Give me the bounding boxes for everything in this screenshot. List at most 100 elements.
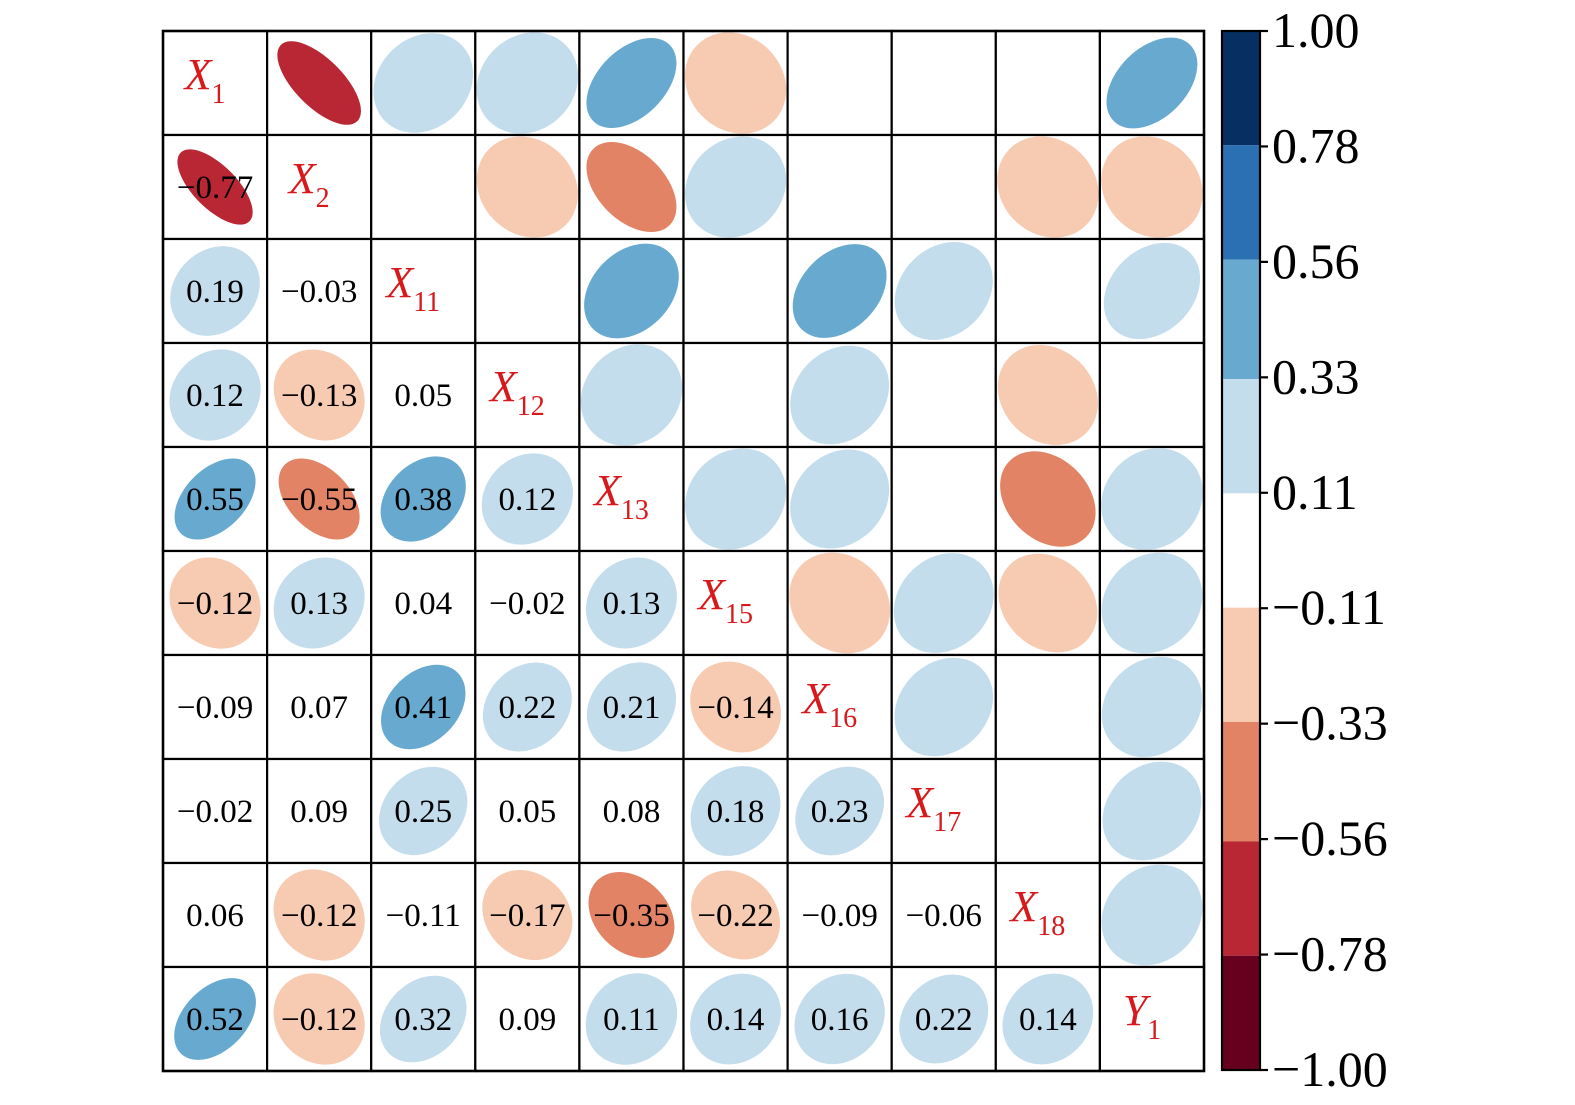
cell-x16-x11: 0.41 — [370, 653, 477, 761]
cell-border — [890, 341, 997, 449]
cell-border — [474, 965, 581, 1073]
cell-x17-x18 — [994, 757, 1101, 865]
corr-ellipse-x17-x11 — [379, 766, 468, 856]
corr-ellipse-y1-x1 — [174, 978, 256, 1060]
cell-x18-x18: X18 — [994, 861, 1101, 969]
cell-y1-x16: 0.16 — [786, 965, 893, 1073]
cell-border — [1098, 341, 1206, 449]
cell-border — [474, 757, 581, 865]
corr-ellipse-x17-y1 — [1102, 761, 1202, 861]
cell-border — [266, 653, 373, 761]
corr-ellipse-x15-x18 — [998, 553, 1098, 653]
corr-ellipse-y1-x15 — [690, 973, 781, 1065]
cell-x11-x12 — [474, 237, 581, 345]
corr-ellipse-x1-y1 — [1106, 37, 1198, 129]
cell-x15-x18 — [994, 549, 1101, 657]
cell-x2-x16 — [786, 133, 893, 241]
cell-x15-x15: X15 — [682, 549, 789, 657]
cell-x17-x15: 0.18 — [682, 757, 789, 865]
cell-x11-x16 — [786, 237, 893, 345]
cell-x12-x1: 0.12 — [161, 341, 269, 449]
cell-x16-x15: −0.14 — [682, 653, 789, 761]
corr-ellipse-x16-x17 — [894, 657, 994, 757]
cell-x11-x13 — [578, 237, 685, 345]
cell-x1-x18 — [994, 29, 1101, 137]
cell-x13-x17 — [890, 445, 997, 553]
cell-x2-y1 — [1098, 133, 1206, 241]
colorbar-bin — [1222, 841, 1260, 956]
colorbar-bin — [1222, 259, 1260, 380]
corr-value-y1-x12: 0.09 — [498, 1002, 556, 1038]
corr-ellipse-x12-x1 — [169, 349, 261, 441]
cell-border — [890, 133, 997, 241]
cell-x15-x13: 0.13 — [578, 549, 685, 657]
colorbar-bin — [1222, 31, 1260, 146]
cell-x12-x17 — [890, 341, 997, 449]
cell-y1-x1: 0.52 — [161, 965, 269, 1073]
cell-x12-x13 — [578, 341, 685, 449]
corr-value-x2-x1: −0.77 — [177, 170, 253, 206]
cell-border — [370, 133, 477, 241]
corr-ellipse-x13-x18 — [1000, 451, 1096, 547]
cell-y1-y1: Y1 — [1098, 965, 1206, 1073]
corr-ellipse-x15-x2 — [273, 557, 365, 649]
corr-value-x18-x12: −0.17 — [489, 898, 565, 934]
corr-ellipse-x13-x12 — [481, 453, 573, 545]
cell-border — [266, 757, 373, 865]
cell-x12-x12: X12 — [474, 341, 581, 449]
corr-ellipse-x11-x17 — [894, 241, 993, 341]
corr-ellipse-x15-x17 — [893, 553, 994, 653]
cell-x1-x12 — [474, 29, 581, 137]
corr-value-y1-x11: 0.32 — [394, 1002, 452, 1038]
cell-border — [370, 549, 477, 657]
corr-value-x13-x11: 0.38 — [394, 482, 452, 518]
cell-x13-x16 — [786, 445, 893, 553]
cell-x13-x18 — [994, 445, 1101, 553]
cell-x18-x1: 0.06 — [161, 861, 269, 969]
corr-value-y1-x16: 0.16 — [811, 1002, 869, 1038]
cell-x18-x13: −0.35 — [578, 861, 685, 969]
cell-x1-y1 — [1098, 29, 1206, 137]
cell-y1-x13: 0.11 — [578, 965, 685, 1073]
cell-x12-y1 — [1098, 341, 1206, 449]
cell-y1-x11: 0.32 — [370, 965, 477, 1073]
corr-value-x18-x16: −0.09 — [801, 898, 877, 934]
cell-x13-x13: X13 — [578, 445, 685, 553]
corr-value-x16-x11: 0.41 — [394, 690, 452, 726]
corr-ellipse-x12-x16 — [790, 345, 890, 445]
corr-ellipse-x18-x2 — [273, 869, 365, 961]
cell-x2-x11 — [370, 133, 477, 241]
corr-ellipse-x17-x15 — [690, 766, 781, 856]
corr-ellipse-x2-x18 — [997, 136, 1099, 238]
cell-x17-x1: −0.02 — [161, 757, 269, 865]
cell-x18-x11: −0.11 — [370, 861, 477, 969]
corr-ellipse-y1-x17 — [899, 974, 989, 1064]
cell-y1-x17: 0.22 — [890, 965, 997, 1073]
corr-value-x18-x1: 0.06 — [186, 898, 244, 934]
cell-x16-x17 — [890, 653, 997, 761]
cell-border — [161, 29, 269, 137]
corr-ellipse-x13-y1 — [1101, 448, 1203, 550]
cell-x1-x15 — [682, 29, 789, 137]
cell-x18-x15: −0.22 — [682, 861, 789, 969]
cell-x1-x11 — [370, 29, 477, 137]
corr-ellipse-y1-x18 — [1002, 973, 1094, 1065]
cell-border — [890, 445, 997, 553]
corr-ellipse-x11-x13 — [584, 243, 679, 339]
corr-ellipse-x2-x13 — [586, 141, 677, 233]
corr-value-x12-x1: 0.12 — [186, 378, 244, 414]
colorbar-tick-label: 1.00 — [1272, 2, 1360, 58]
cell-x12-x2: −0.13 — [266, 341, 373, 449]
corr-value-x17-x15: 0.18 — [707, 794, 765, 830]
corr-value-x15-x2: 0.13 — [290, 586, 348, 622]
cell-x17-x13: 0.08 — [578, 757, 685, 865]
cell-border — [890, 29, 997, 137]
cell-x11-x17 — [890, 237, 997, 345]
cell-y1-x12: 0.09 — [474, 965, 581, 1073]
cell-border — [994, 757, 1101, 865]
corr-ellipse-x18-x13 — [588, 872, 675, 958]
corr-value-y1-x17: 0.22 — [915, 1002, 973, 1038]
cell-x15-y1 — [1098, 549, 1206, 657]
colorbar-bin — [1222, 607, 1260, 722]
